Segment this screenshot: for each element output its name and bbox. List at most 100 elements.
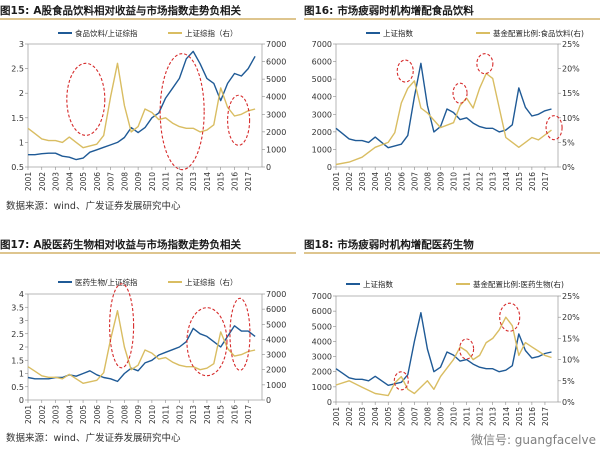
- legend-label: 上证指数: [383, 28, 413, 38]
- wechat-watermark: 微信号: guangfacelve: [470, 433, 596, 447]
- x-tick-label: 2015: [217, 405, 226, 424]
- left-tick-label: 7000: [312, 40, 332, 49]
- chart-svg: 0 1000 2000 3000 4000 5000 6000 7000 0% 5% 10% 15% 2…: [304, 18, 600, 191]
- right-tick-label: 20%: [562, 313, 580, 322]
- x-tick-label: 2006: [397, 172, 406, 191]
- left-tick-label: 5000: [312, 322, 332, 331]
- chart-panel-pharma-allocation: 图18: 市场疲弱时机构增配医药生物 0 1000 2000 3000 4000 5000 6…: [304, 234, 600, 454]
- x-tick-label: 2014: [502, 407, 511, 426]
- right-tick-label: 5000: [266, 75, 286, 84]
- right-tick-label: 1000: [266, 381, 286, 390]
- x-tick-label: 2008: [120, 172, 129, 191]
- x-tick-label: 2005: [79, 405, 88, 424]
- x-tick-label: 2016: [230, 405, 239, 424]
- right-tick-label: 0%: [562, 163, 575, 172]
- right-tick-label: 7000: [266, 290, 286, 299]
- left-tick-label: 0: [19, 396, 24, 405]
- left-tick-label: 3000: [312, 353, 332, 362]
- x-tick-label: 2005: [384, 407, 393, 426]
- left-tick-label: 2: [19, 343, 24, 352]
- x-tick-label: 2014: [502, 172, 511, 191]
- x-tick-label: 2001: [24, 405, 33, 424]
- left-tick-label: 5000: [312, 75, 332, 84]
- left-tick-label: 3: [19, 40, 24, 49]
- x-tick-label: 2011: [463, 407, 472, 426]
- right-tick-label: 6000: [266, 58, 286, 67]
- chart-panel-pharma-relative: 图17: A股医药生物相对收益与市场指数走势负相关 0 0.5 1 1.5 2 2.5 3 3.…: [0, 234, 296, 454]
- right-tick-label: 7000: [266, 40, 286, 49]
- left-tick-label: 2: [19, 89, 24, 98]
- x-tick-label: 2003: [358, 172, 367, 191]
- x-tick-label: 2012: [476, 407, 485, 426]
- x-tick-label: 2015: [515, 407, 524, 426]
- x-tick-label: 2006: [93, 405, 102, 424]
- x-tick-label: 2011: [162, 405, 171, 424]
- left-tick-label: 2000: [312, 368, 332, 377]
- x-tick-label: 2009: [436, 407, 445, 426]
- annotation-circle: [545, 115, 563, 141]
- legend-label: 上证综指（右）: [185, 28, 238, 38]
- annotation-circle: [229, 297, 251, 371]
- plot-frame: [27, 43, 263, 168]
- source-note: 数据来源：wind、广发证券发展研究中心: [6, 201, 181, 212]
- chart-panel-food-relative: 图15: A股食品饮料相对收益与市场指数走势负相关 0.5 1 1.5 2 2.5 3 0 10…: [0, 0, 296, 220]
- left-tick-label: 3.5: [11, 303, 24, 312]
- series-line-right: [27, 309, 256, 385]
- left-tick-label: 2000: [312, 128, 332, 137]
- right-tick-label: 0: [266, 163, 271, 172]
- left-tick-label: 4: [19, 290, 24, 299]
- x-tick-label: 2017: [244, 405, 253, 424]
- left-tick-label: 7000: [312, 292, 332, 301]
- annotation-circle: [396, 59, 414, 83]
- x-tick-label: 2004: [65, 405, 74, 424]
- right-tick-label: 10%: [562, 356, 580, 365]
- x-tick-label: 2002: [345, 172, 354, 191]
- left-tick-label: 3000: [312, 110, 332, 119]
- x-tick-label: 2012: [476, 172, 485, 191]
- x-tick-label: 2002: [38, 172, 47, 191]
- right-tick-label: 10%: [562, 114, 580, 123]
- x-tick-label: 2013: [489, 172, 498, 191]
- annotation-circle: [452, 82, 468, 104]
- chart-panel-food-allocation: 图16: 市场疲弱时机构增配食品饮料 0 1000 2000 3000 4000 5000 6…: [304, 0, 600, 220]
- x-tick-label: 2001: [332, 407, 341, 426]
- x-tick-label: 2005: [384, 172, 393, 191]
- left-tick-label: 1000: [312, 145, 332, 154]
- chart-svg: 0 1000 2000 3000 4000 5000 6000 7000 0% 5% 10% 15% 2…: [304, 252, 600, 426]
- left-tick-label: 6000: [312, 307, 332, 316]
- left-tick-label: 1.5: [11, 356, 24, 365]
- x-tick-label: 2016: [230, 172, 239, 191]
- series-line-left: [335, 62, 552, 149]
- right-tick-label: 15%: [562, 89, 580, 98]
- x-tick-label: 2008: [423, 407, 432, 426]
- x-tick-label: 2007: [107, 405, 116, 424]
- x-tick-label: 2003: [52, 405, 61, 424]
- x-tick-label: 2011: [162, 172, 171, 191]
- right-tick-label: 15%: [562, 334, 580, 343]
- x-tick-label: 2007: [107, 172, 116, 191]
- right-tick-label: 5000: [266, 320, 286, 329]
- legend-label: 上证指数: [363, 279, 393, 289]
- x-tick-label: 2017: [541, 407, 550, 426]
- legend-label: 基金配置比例:医药生物(右): [473, 279, 564, 289]
- right-tick-label: 25%: [562, 40, 580, 49]
- chart-svg: 0.5 1 1.5 2 2.5 3 0 1000 2000 3000 4000 5000 6000 700…: [0, 18, 296, 191]
- x-tick-label: 2001: [332, 172, 341, 191]
- x-tick-label: 2016: [528, 407, 537, 426]
- annotation-circle: [109, 283, 135, 369]
- legend-label: 医药生物/上证综指: [75, 277, 138, 287]
- x-tick-label: 2004: [371, 407, 380, 426]
- series-line-right: [335, 316, 552, 397]
- chart-title: 图17: A股医药生物相对收益与市场指数走势负相关: [0, 239, 241, 251]
- legend-label: 上证综指（右）: [185, 277, 238, 287]
- x-tick-label: 2008: [423, 172, 432, 191]
- x-tick-label: 2010: [450, 407, 459, 426]
- left-tick-label: 1.5: [11, 114, 24, 123]
- x-tick-label: 2006: [93, 172, 102, 191]
- left-tick-label: 0: [327, 163, 332, 172]
- series-line-left: [335, 311, 552, 387]
- left-tick-label: 2.5: [11, 330, 24, 339]
- chart-title: 图18: 市场疲弱时机构增配医药生物: [304, 239, 474, 251]
- source-note: 数据来源：wind、广发证券发展研究中心: [6, 433, 181, 444]
- left-tick-label: 0.5: [11, 163, 24, 172]
